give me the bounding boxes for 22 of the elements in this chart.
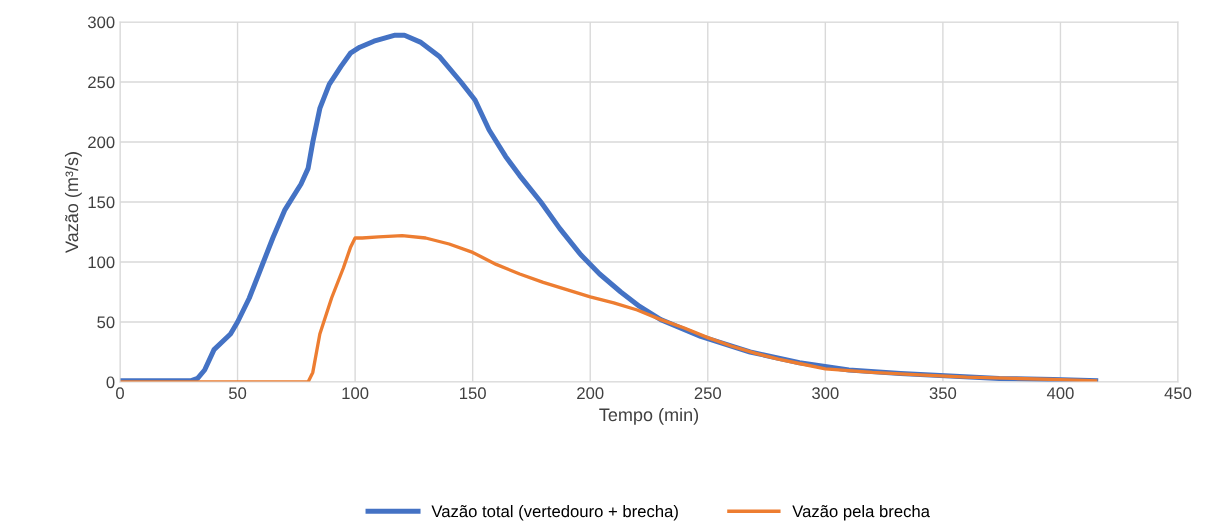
y-tick-label: 300: [87, 16, 115, 29]
y-tick-label: 200: [88, 136, 115, 149]
x-tick-label: 350: [929, 387, 957, 400]
x-tick-label: 450: [1164, 387, 1192, 400]
y-tick-label: 0: [106, 376, 115, 389]
x-tick-label: 200: [577, 387, 604, 400]
x-tick-label: 150: [460, 387, 486, 400]
x-tick-label: 300: [812, 387, 839, 400]
y-tick-label: 100: [88, 256, 115, 269]
y-tick-label: 250: [88, 76, 115, 89]
x-tick-label: 400: [1046, 387, 1074, 400]
x-axis-title: Tempo (min): [599, 407, 699, 425]
legend-label: Vazão total (vertedouro + brecha): [431, 505, 678, 521]
y-tick-label: 150: [88, 196, 115, 209]
y-axis-title: Vazão (m³/s): [64, 152, 82, 253]
x-tick-label: 100: [342, 387, 369, 400]
line-series: [120, 233, 1098, 382]
x-tick-label: 0: [116, 387, 124, 400]
x-tick-label: 250: [694, 387, 722, 400]
x-tick-label: 50: [228, 387, 247, 400]
y-tick-label: 50: [97, 316, 115, 329]
legend-label: Vazão pela brecha: [792, 505, 930, 521]
